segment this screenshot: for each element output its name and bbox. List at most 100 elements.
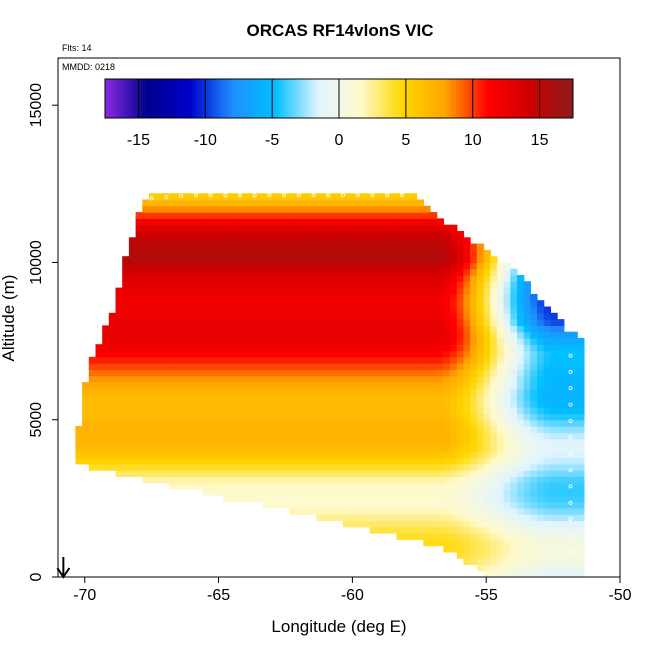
heatmap-cell [343, 507, 351, 515]
heatmap-cell [483, 533, 491, 540]
heatmap-cell [550, 337, 558, 345]
heatmap-cell [557, 388, 565, 396]
heatmap-cell [282, 331, 291, 339]
heatmap-cell [483, 375, 491, 383]
heatmap-cell [128, 237, 137, 245]
colorbar-step [395, 79, 400, 118]
heatmap-cell [570, 551, 578, 559]
heatmap-cell [430, 262, 438, 270]
heatmap-cell [530, 407, 538, 414]
heatmap-cell [102, 325, 110, 333]
heatmap-cell [416, 275, 424, 282]
heatmap-cell [503, 451, 511, 459]
heatmap-cell [256, 331, 264, 339]
heatmap-cell [463, 488, 471, 496]
heatmap-cell [155, 275, 163, 282]
heatmap-cell [450, 237, 458, 245]
heatmap-cell [276, 306, 284, 314]
heatmap-cell [356, 438, 364, 446]
y-tick-label: 15000 [28, 83, 45, 128]
heatmap-cell [483, 507, 491, 515]
heatmap-cell [369, 426, 378, 433]
heatmap-cell [349, 444, 357, 452]
heatmap-cell [389, 520, 398, 528]
heatmap-cell [269, 426, 277, 433]
heatmap-cell [195, 363, 204, 370]
sample-point [208, 193, 213, 198]
heatmap-cell [322, 287, 331, 295]
heatmap-cell [135, 363, 143, 370]
heatmap-cell [256, 205, 264, 213]
heatmap-cell [302, 501, 311, 509]
heatmap-cell [510, 319, 518, 326]
heatmap-cell [242, 426, 250, 433]
heatmap-cell [510, 312, 518, 320]
heatmap-cell [336, 369, 344, 377]
heatmap-cell [142, 237, 150, 245]
heatmap-cell [236, 262, 244, 270]
heatmap-cell [155, 231, 163, 238]
heatmap-cell [249, 375, 257, 383]
heatmap-cell [430, 444, 438, 452]
heatmap-cell [322, 319, 331, 326]
heatmap-cell [423, 243, 431, 251]
heatmap-cell [128, 426, 137, 433]
heatmap-cell [463, 287, 471, 295]
heatmap-cell [142, 344, 150, 352]
heatmap-cell [175, 344, 184, 352]
heatmap-cell [269, 369, 277, 377]
heatmap-cell [490, 426, 498, 433]
heatmap-cell [175, 457, 184, 465]
heatmap-cell [343, 495, 351, 503]
heatmap-cell [215, 205, 224, 213]
heatmap-cell [430, 256, 438, 264]
heatmap-cell [75, 432, 83, 440]
heatmap-cell [262, 337, 270, 345]
heatmap-cell [322, 476, 331, 484]
heatmap-cell [349, 337, 357, 345]
heatmap-cell [389, 344, 398, 352]
heatmap-cell [510, 457, 518, 465]
heatmap-cell [269, 432, 277, 440]
heatmap-cell [570, 426, 578, 433]
heatmap-cell [122, 432, 130, 440]
heatmap-cell [476, 419, 485, 427]
heatmap-cell [570, 337, 578, 345]
heatmap-cell [155, 268, 163, 276]
heatmap-cell [289, 312, 297, 320]
heatmap-cell [322, 218, 331, 226]
heatmap-cell [490, 400, 498, 408]
heatmap-cell [182, 482, 190, 490]
heatmap-cell [122, 300, 130, 308]
heatmap-cell [182, 275, 190, 282]
heatmap-cell [369, 369, 378, 377]
heatmap-cell [215, 470, 224, 477]
heatmap-cell [276, 337, 284, 345]
heatmap-cell [202, 275, 210, 282]
heatmap-cell [436, 256, 444, 264]
heatmap-cell [122, 337, 130, 345]
heatmap-cell [309, 337, 317, 345]
heatmap-cell [416, 243, 424, 251]
colorbar-step [151, 79, 156, 118]
heatmap-cell [162, 224, 170, 232]
heatmap-cell [530, 444, 538, 452]
heatmap-cell [476, 482, 485, 490]
heatmap-cell [322, 243, 331, 251]
heatmap-cell [563, 570, 572, 578]
heatmap-cell [282, 457, 291, 465]
heatmap-cell [496, 337, 505, 345]
heatmap-cell [242, 407, 250, 414]
heatmap-cell [182, 325, 190, 333]
heatmap-cell [102, 407, 110, 414]
colorbar-step [205, 79, 210, 118]
heatmap-cell [88, 438, 97, 446]
heatmap-cell [389, 363, 398, 370]
heatmap-cell [476, 444, 485, 452]
heatmap-cell [557, 438, 565, 446]
heatmap-cell [389, 501, 398, 509]
heatmap-cell [496, 501, 505, 509]
heatmap-cell [430, 426, 438, 433]
heatmap-cell [503, 514, 511, 521]
heatmap-cell [202, 319, 210, 326]
